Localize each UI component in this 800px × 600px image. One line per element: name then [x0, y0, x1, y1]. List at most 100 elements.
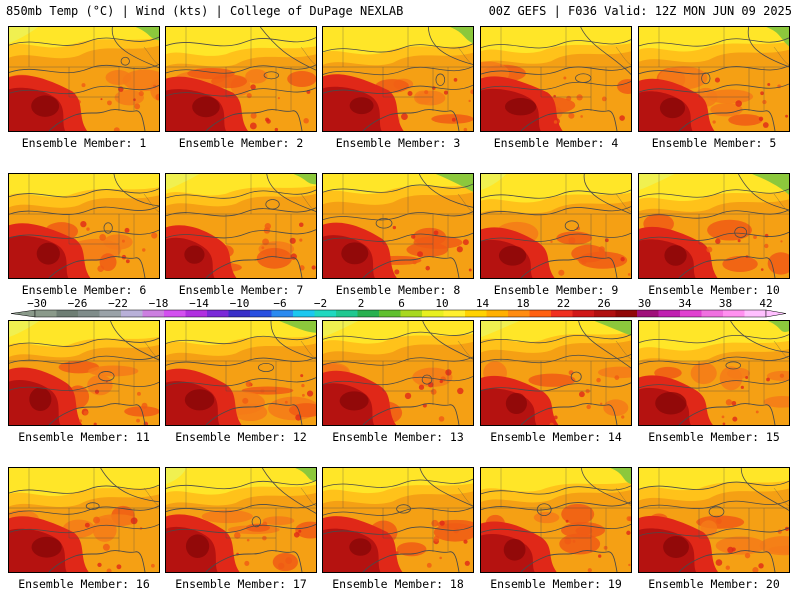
colorbar-tick-label: 2: [357, 297, 365, 310]
colorbar-segment: [78, 310, 100, 317]
ensemble-member-map: [8, 173, 160, 279]
colorbar-segment: [486, 310, 509, 317]
temperature-field-map: [481, 321, 631, 425]
colorbar-segment: [637, 310, 659, 317]
colorbar-segment: [465, 310, 487, 317]
ensemble-member-map: [638, 26, 790, 132]
ensemble-member-caption: Ensemble Member: 3: [335, 136, 461, 150]
colorbar-segment: [121, 310, 143, 317]
colorbar-tick-label: −30: [27, 297, 47, 310]
colorbar-tick-label: 38: [718, 297, 733, 310]
ensemble-member-map: [165, 26, 317, 132]
colorbar-tick-label: 26: [597, 297, 611, 310]
colorbar-tick-label: −18: [148, 297, 169, 310]
colorbar-segment: [56, 310, 79, 317]
temperature-field-map: [323, 321, 473, 425]
ensemble-member-caption: Ensemble Member: 9: [493, 283, 619, 297]
temperature-field-map: [166, 174, 316, 278]
colorbar-segment: [379, 310, 401, 317]
ensemble-member-caption: Ensemble Member: 16: [18, 577, 150, 591]
temperature-field-map: [9, 321, 159, 425]
colorbar-segment: [400, 310, 423, 317]
ensemble-member-caption: Ensemble Member: 18: [332, 577, 464, 591]
ensemble-member-caption: Ensemble Member: 11: [18, 430, 150, 444]
ensemble-member-map: [638, 173, 790, 279]
colorbar-segment: [250, 310, 272, 317]
ensemble-member-map: [480, 320, 632, 426]
colorbar-segment: [551, 310, 573, 317]
ensemble-member-caption: Ensemble Member: 14: [490, 430, 622, 444]
ensemble-member-caption: Ensemble Member: 19: [490, 577, 622, 591]
ensemble-member-caption: Ensemble Member: 5: [651, 136, 777, 150]
colorbar-segment: [314, 310, 337, 317]
temperature-field-map: [9, 27, 159, 131]
temperature-field-map: [166, 27, 316, 131]
colorbar-segment: [164, 310, 186, 317]
ensemble-member-caption: Ensemble Member: 7: [178, 283, 304, 297]
ensemble-member-map: [165, 320, 317, 426]
map-title: 850mb Temp (°C) | Wind (kts) | College o…: [6, 4, 404, 18]
colorbar-segment: [142, 310, 165, 317]
temperature-field-map: [639, 174, 789, 278]
temperature-field-map: [166, 321, 316, 425]
colorbar-tick-label: 34: [678, 297, 692, 310]
ensemble-member-caption: Ensemble Member: 13: [332, 430, 464, 444]
ensemble-member-caption: Ensemble Member: 15: [648, 430, 780, 444]
colorbar-segment: [680, 310, 702, 317]
ensemble-member-caption: Ensemble Member: 8: [335, 283, 461, 297]
ensemble-member-caption: Ensemble Member: 6: [21, 283, 147, 297]
ensemble-member-map: [322, 173, 474, 279]
colorbar-segment: [701, 310, 724, 317]
ensemble-member-map: [165, 467, 317, 573]
ensemble-member-map: [165, 173, 317, 279]
ensemble-member-map: [638, 467, 790, 573]
colorbar-segment: [271, 310, 294, 317]
temperature-field-map: [323, 174, 473, 278]
ensemble-member-map: [8, 26, 160, 132]
colorbar-segment: [744, 310, 767, 317]
colorbar-segment: [615, 310, 638, 317]
colorbar-segment: [185, 310, 208, 317]
temperature-field-map: [9, 174, 159, 278]
colorbar-segment: [723, 310, 745, 317]
ensemble-member-caption: Ensemble Member: 10: [648, 283, 780, 297]
ensemble-member-map: [322, 467, 474, 573]
colorbar-segment: [422, 310, 444, 317]
colorbar-segment: [529, 310, 552, 317]
temperature-field-map: [323, 468, 473, 572]
colorbar-tick-label: −26: [67, 297, 88, 310]
colorbar-segment: [357, 310, 380, 317]
ensemble-member-map: [638, 320, 790, 426]
colorbar-tick-label: 6: [398, 297, 405, 310]
colorbar-tick-label: 14: [475, 297, 490, 310]
colorbar-segment: [35, 310, 57, 317]
run-valid-time: 00Z GEFS | F036 Valid: 12Z MON JUN 09 20…: [488, 4, 792, 18]
colorbar-tick-label: −2: [313, 297, 328, 310]
colorbar-segment: [658, 310, 681, 317]
temperature-field-map: [166, 468, 316, 572]
ensemble-member-caption: Ensemble Member: 20: [648, 577, 780, 591]
colorbar-segment: [293, 310, 315, 317]
colorbar-segment: [572, 310, 595, 317]
ensemble-member-map: [480, 467, 632, 573]
temperature-field-map: [639, 468, 789, 572]
temperature-field-map: [9, 468, 159, 572]
temperature-field-map: [323, 27, 473, 131]
temperature-field-map: [639, 321, 789, 425]
colorbar-tick-label: 42: [759, 297, 773, 310]
ensemble-member-caption: Ensemble Member: 4: [493, 136, 619, 150]
temperature-field-map: [481, 174, 631, 278]
ensemble-member-caption: Ensemble Member: 2: [178, 136, 304, 150]
colorbar-tick-label: 18: [516, 297, 530, 310]
ensemble-member-map: [480, 26, 632, 132]
ensemble-member-map: [322, 26, 474, 132]
colorbar-segment: [594, 310, 616, 317]
colorbar-segment: [508, 310, 530, 317]
colorbar-tick-label: −14: [189, 297, 209, 310]
temperature-field-map: [481, 468, 631, 572]
colorbar-tick-label: 30: [637, 297, 652, 310]
ensemble-member-caption: Ensemble Member: 12: [175, 430, 307, 444]
colorbar-tick-label: −10: [229, 297, 250, 310]
colorbar-segment: [99, 310, 122, 317]
ensemble-member-map: [8, 320, 160, 426]
